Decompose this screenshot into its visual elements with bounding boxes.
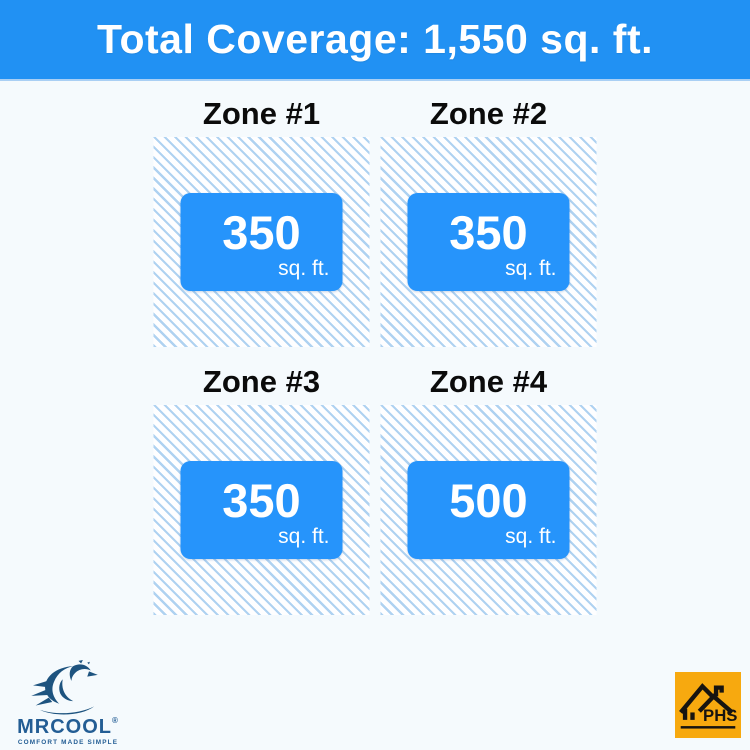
zone-3-title: Zone #3 xyxy=(202,364,321,399)
zone-4-title: Zone #4 xyxy=(429,364,548,399)
zone-2: Zone #2 350 sq. ft. xyxy=(380,94,597,347)
phs-label: PHS xyxy=(703,706,737,725)
zone-2-value: 350 xyxy=(449,205,528,259)
total-coverage-title: Total Coverage: 1,550 sq. ft. xyxy=(96,16,653,62)
zone-2-card: 350 sq. ft. xyxy=(407,193,570,291)
total-coverage-banner: Total Coverage: 1,550 sq. ft. xyxy=(0,0,750,81)
zone-4-value: 500 xyxy=(449,473,528,527)
zone-1-card: 350 sq. ft. xyxy=(180,193,343,291)
mrcool-penguin-icon xyxy=(16,660,120,716)
zone-4-coverage-area: 500 sq. ft. xyxy=(380,405,597,615)
zones-grid: Zone #1 350 sq. ft. Zone #2 350 sq. ft. … xyxy=(153,94,597,615)
zone-1-title: Zone #1 xyxy=(202,96,321,131)
zone-3-coverage-area: 350 sq. ft. xyxy=(153,405,370,615)
zone-3-card: 350 sq. ft. xyxy=(180,461,343,559)
zone-1: Zone #1 350 sq. ft. xyxy=(153,94,370,347)
zone-4-unit: sq. ft. xyxy=(505,524,557,548)
mrcool-tagline: COMFORT MADE SIMPLE xyxy=(17,739,119,746)
zone-4-card: 500 sq. ft. xyxy=(407,461,570,559)
zone-1-unit: sq. ft. xyxy=(278,256,330,280)
phs-logo-badge: PHS xyxy=(675,672,741,738)
zone-2-title: Zone #2 xyxy=(429,96,548,131)
zone-4: Zone #4 500 sq. ft. xyxy=(380,362,597,615)
zone-3-unit: sq. ft. xyxy=(278,524,330,548)
zone-1-value: 350 xyxy=(222,205,301,259)
phs-house-icon: PHS xyxy=(677,674,739,736)
zone-2-unit: sq. ft. xyxy=(505,256,557,280)
mrcool-logo: MRCOOL® COMFORT MADE SIMPLE xyxy=(16,660,120,747)
zone-1-coverage-area: 350 sq. ft. xyxy=(153,137,370,347)
registered-trademark-symbol: ® xyxy=(111,716,119,725)
mrcool-wordmark: MRCOOL® xyxy=(17,716,119,738)
zone-3: Zone #3 350 sq. ft. xyxy=(153,362,370,615)
zone-2-coverage-area: 350 sq. ft. xyxy=(380,137,597,347)
zone-3-value: 350 xyxy=(222,473,301,527)
